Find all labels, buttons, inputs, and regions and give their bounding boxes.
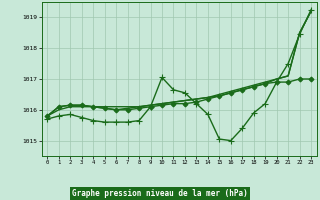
Text: Graphe pression niveau de la mer (hPa): Graphe pression niveau de la mer (hPa): [72, 189, 248, 198]
